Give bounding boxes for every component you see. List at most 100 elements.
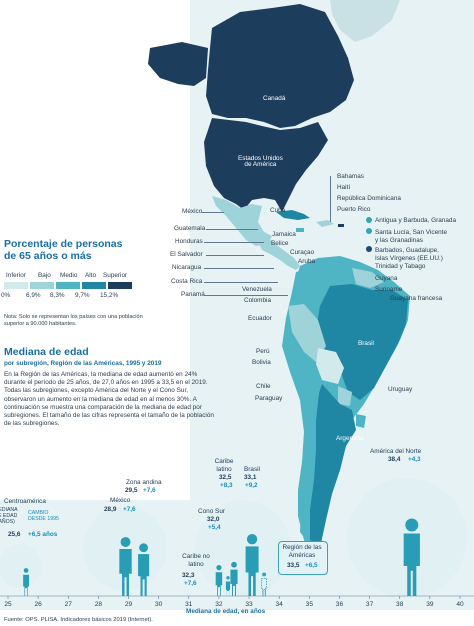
bubble-norte bbox=[347, 478, 467, 598]
series-name-8: América del Norte bbox=[370, 448, 422, 455]
legend-title: Porcentaje de personas de 65 años o más bbox=[4, 238, 123, 262]
series-name-2: Zona andina bbox=[126, 479, 162, 486]
label-haiti: Haití bbox=[337, 184, 351, 191]
series-value-1: 28,9 bbox=[104, 506, 117, 513]
legend-threshold-3: 9,7% bbox=[75, 292, 90, 299]
usa-shape bbox=[204, 118, 328, 212]
axis-label: Mediana de edad, en años bbox=[186, 608, 266, 615]
series-change-5: +8,3 bbox=[220, 482, 233, 489]
colombia-shape bbox=[292, 268, 318, 304]
island-label-1: Antigua y Barbuda, Granada bbox=[375, 217, 457, 224]
hispaniola-shape bbox=[316, 220, 334, 227]
legend-cat-2: Medio bbox=[60, 272, 78, 279]
leader bbox=[330, 176, 331, 222]
label-nicaragua: Nicaragua bbox=[172, 264, 202, 271]
label-uruguay: Uruguay bbox=[388, 386, 413, 393]
label-ecuador: Ecuador bbox=[248, 315, 272, 322]
series-change-2: +7,6 bbox=[143, 487, 156, 494]
leader bbox=[206, 255, 264, 256]
legend-swatch-superior bbox=[108, 282, 132, 289]
legend-swatch-medio bbox=[56, 282, 80, 289]
leader bbox=[204, 282, 278, 283]
series-value-4: 32,0 bbox=[207, 516, 220, 523]
legend-cat-4: Superior bbox=[103, 272, 128, 279]
greenland bbox=[330, 0, 400, 42]
legend-threshold-4: 15,2% bbox=[100, 292, 119, 299]
label-suriname: Suriname bbox=[375, 286, 403, 293]
leader bbox=[202, 212, 224, 213]
label-chile: Chile bbox=[256, 383, 271, 390]
puerto-rico-shape bbox=[338, 224, 344, 227]
bubble-brasil bbox=[195, 500, 291, 596]
median-title: Mediana de edad bbox=[4, 346, 89, 358]
series-name-0: Centroamérica bbox=[4, 498, 46, 505]
series-value-8: 38,4 bbox=[388, 456, 401, 463]
label-guyana: Guyana bbox=[375, 275, 398, 282]
label-paraguay: Paraguay bbox=[255, 395, 283, 402]
label-brazil: Brasil bbox=[358, 340, 374, 347]
series-value-2: 29,5 bbox=[125, 487, 138, 494]
series-name-4: Cono Sur bbox=[198, 508, 225, 515]
island-dot-1 bbox=[366, 217, 372, 223]
legend-swatch-bajo bbox=[30, 282, 54, 289]
median-subtitle: por subregión, Región de las Américas, 1… bbox=[4, 360, 162, 367]
series-change-7: +6,5 bbox=[305, 562, 318, 569]
label-dominican-republic: República Dominicana bbox=[337, 195, 401, 202]
label-canada: Canadá bbox=[263, 95, 286, 102]
label-argentina: Argentina bbox=[336, 435, 364, 442]
series-name-5: Caribe latino bbox=[214, 458, 234, 473]
alaska-shape bbox=[148, 42, 208, 86]
source-text: Fuente: OPS. PLISA. Indicadores básicos … bbox=[4, 617, 153, 623]
label-aruba: Aruba bbox=[298, 258, 316, 265]
legend-threshold-2: 8,3% bbox=[50, 292, 65, 299]
label-cuba: Cuba bbox=[270, 207, 286, 214]
series-value-7: 33,5 bbox=[287, 562, 300, 569]
jamaica-shape bbox=[296, 228, 304, 232]
label-panama: Panamá bbox=[181, 291, 205, 298]
brazil-shape bbox=[316, 284, 408, 400]
legend-cat-3: Alto bbox=[85, 272, 97, 279]
paraguay-shape bbox=[338, 386, 352, 406]
canada-shape bbox=[206, 4, 354, 128]
label-honduras: Honduras bbox=[175, 238, 203, 245]
legend-swatch-alto bbox=[82, 282, 106, 289]
central-america-shape bbox=[258, 240, 300, 270]
bubble-mexico bbox=[83, 506, 167, 590]
label-french-guiana: Guayana francesa bbox=[390, 295, 443, 302]
mexico-shape bbox=[212, 196, 272, 246]
label-mexico: México bbox=[182, 208, 203, 215]
argentina-shape bbox=[310, 384, 356, 548]
label-costa-rica: Costa Rica bbox=[171, 278, 203, 285]
median-paragraph: En la Región de las Américas, la mediana… bbox=[4, 371, 214, 428]
leader bbox=[204, 242, 264, 243]
label-usa: Estados Unidos de América bbox=[238, 155, 283, 169]
key-change: CAMBIO DESDE 1995 bbox=[28, 510, 59, 522]
series-change-0: +6,5 años bbox=[28, 531, 58, 538]
bubble-centroamerica bbox=[0, 544, 42, 588]
legend-cat-1: Bajo bbox=[38, 272, 51, 279]
legend-note: Nota: Solo se representan los países con… bbox=[4, 314, 143, 327]
region-box bbox=[278, 541, 328, 575]
label-guatemala: Guatemala bbox=[174, 225, 206, 232]
label-colombia: Colombia bbox=[244, 297, 271, 304]
leader bbox=[206, 229, 258, 230]
series-change-6: +9,2 bbox=[245, 482, 258, 489]
label-el-salvador: El Salvador bbox=[170, 251, 203, 258]
series-value-6: 33,1 bbox=[244, 474, 257, 481]
series-value-0: 25,6 bbox=[8, 531, 21, 538]
chile-shape bbox=[300, 380, 320, 540]
label-curacao: Curaçao bbox=[290, 249, 315, 256]
series-value-3: 32,3 bbox=[182, 572, 195, 579]
series-change-8: +4,3 bbox=[408, 456, 421, 463]
label-jamaica: Jamaica bbox=[272, 231, 296, 238]
cuba-shape bbox=[276, 210, 310, 220]
series-value-5: 32,5 bbox=[219, 474, 232, 481]
island-dot-3 bbox=[366, 246, 372, 252]
legend-cat-0: Inferior bbox=[6, 272, 26, 279]
leader bbox=[204, 295, 288, 296]
leader bbox=[204, 268, 274, 269]
label-bahamas: Bahamas bbox=[337, 173, 364, 180]
series-change-4: +5,4 bbox=[208, 524, 221, 531]
island-label-2: Santa Lucía, San Vicente y las Granadina… bbox=[375, 229, 448, 244]
